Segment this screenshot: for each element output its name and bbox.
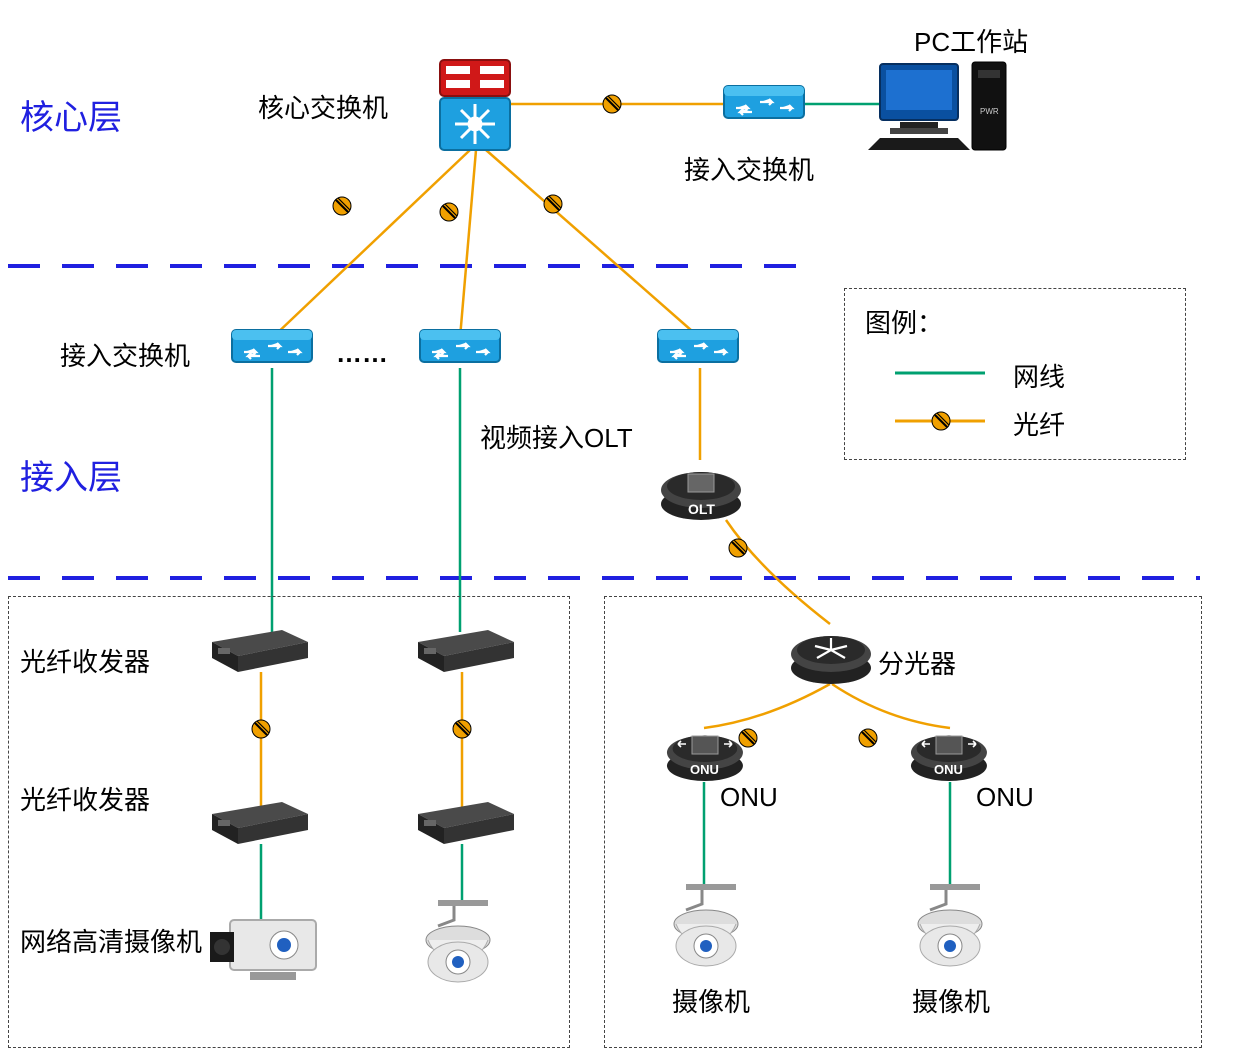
- top-access-switch-label: 接入交换机: [684, 150, 814, 187]
- camera-1-label: 网络高清摄像机: [20, 922, 202, 959]
- legend-fiber-label: 光纤: [1013, 405, 1065, 442]
- access-switch-1-label: 接入交换机: [60, 336, 190, 373]
- olt-icon: OLT: [661, 472, 741, 520]
- svg-text:PWR: PWR: [980, 107, 999, 116]
- access-switch-2-icon: [420, 330, 500, 362]
- svg-text:OLT: OLT: [688, 501, 715, 517]
- camera-4-label: 摄像机: [912, 982, 990, 1019]
- transceiver-1a-label: 光纤收发器: [20, 642, 150, 679]
- top-access-switch-icon: [724, 86, 804, 118]
- access-switch-1-icon: [232, 330, 312, 362]
- core-switch-icon: [440, 60, 510, 150]
- olt-label: 视频接入OLT: [480, 418, 633, 455]
- legend-ethernet-label: 网线: [1013, 357, 1065, 394]
- ellipsis-label: ……: [336, 338, 388, 369]
- access-layer-label: 接入层: [20, 450, 122, 499]
- onu-1-label: ONU: [720, 782, 778, 813]
- camera-3-label: 摄像机: [672, 982, 750, 1019]
- onu-2-label: ONU: [976, 782, 1034, 813]
- core-switch-label: 核心交换机: [258, 88, 388, 125]
- pc-station-label: PC工作站: [914, 22, 1028, 59]
- splitter-label: 分光器: [878, 644, 956, 681]
- core-layer-label: 核心层: [20, 90, 122, 139]
- pc-workstation-icon: PWR: [868, 62, 1006, 150]
- access-switch-3-icon: [658, 330, 738, 362]
- transceiver-1b-label: 光纤收发器: [20, 780, 150, 817]
- legend: 图例： 网线 光纤: [844, 288, 1186, 460]
